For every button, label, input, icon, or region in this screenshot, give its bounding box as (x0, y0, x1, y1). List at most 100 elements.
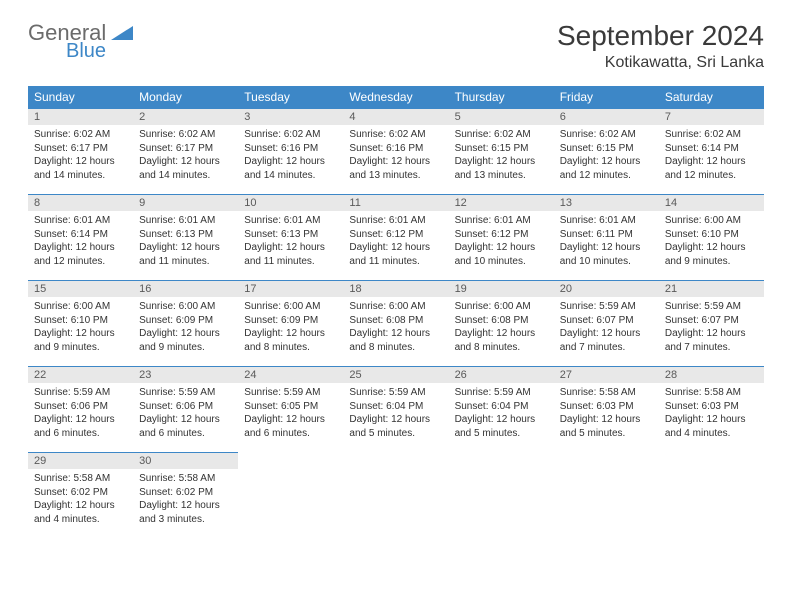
day-number: 2 (133, 109, 238, 125)
page-title: September 2024 (557, 20, 764, 52)
sunrise-line: Sunrise: 5:59 AM (665, 300, 758, 314)
day-number: 7 (659, 109, 764, 125)
day-number: 8 (28, 195, 133, 211)
day-content: Sunrise: 6:02 AMSunset: 6:15 PMDaylight:… (554, 125, 659, 188)
day-number: 15 (28, 281, 133, 297)
daylight-line: Daylight: 12 hours and 8 minutes. (455, 327, 548, 354)
location-subtitle: Kotikawatta, Sri Lanka (557, 54, 764, 72)
sunset-line: Sunset: 6:09 PM (244, 314, 337, 328)
sunset-line: Sunset: 6:04 PM (455, 400, 548, 414)
calendar-week-row: 15Sunrise: 6:00 AMSunset: 6:10 PMDayligh… (28, 281, 764, 367)
sunset-line: Sunset: 6:12 PM (455, 228, 548, 242)
calendar-cell-empty (554, 453, 659, 539)
day-content: Sunrise: 6:00 AMSunset: 6:08 PMDaylight:… (449, 297, 554, 360)
sunrise-line: Sunrise: 6:02 AM (34, 128, 127, 142)
sunrise-line: Sunrise: 6:00 AM (244, 300, 337, 314)
calendar-head: SundayMondayTuesdayWednesdayThursdayFrid… (28, 86, 764, 109)
daylight-line: Daylight: 12 hours and 8 minutes. (349, 327, 442, 354)
daylight-line: Daylight: 12 hours and 14 minutes. (34, 155, 127, 182)
day-content: Sunrise: 6:00 AMSunset: 6:09 PMDaylight:… (238, 297, 343, 360)
day-content: Sunrise: 5:59 AMSunset: 6:06 PMDaylight:… (28, 383, 133, 446)
sunrise-line: Sunrise: 6:00 AM (349, 300, 442, 314)
sunset-line: Sunset: 6:14 PM (665, 142, 758, 156)
calendar-cell: 17Sunrise: 6:00 AMSunset: 6:09 PMDayligh… (238, 281, 343, 367)
sunrise-line: Sunrise: 6:00 AM (139, 300, 232, 314)
sunset-line: Sunset: 6:08 PM (455, 314, 548, 328)
sunset-line: Sunset: 6:02 PM (139, 486, 232, 500)
sunset-line: Sunset: 6:16 PM (349, 142, 442, 156)
daylight-line: Daylight: 12 hours and 5 minutes. (349, 413, 442, 440)
day-number: 1 (28, 109, 133, 125)
sunset-line: Sunset: 6:03 PM (665, 400, 758, 414)
daylight-line: Daylight: 12 hours and 9 minutes. (665, 241, 758, 268)
calendar-cell: 20Sunrise: 5:59 AMSunset: 6:07 PMDayligh… (554, 281, 659, 367)
day-number: 21 (659, 281, 764, 297)
sunset-line: Sunset: 6:12 PM (349, 228, 442, 242)
daylight-line: Daylight: 12 hours and 7 minutes. (560, 327, 653, 354)
day-content: Sunrise: 5:59 AMSunset: 6:06 PMDaylight:… (133, 383, 238, 446)
day-content: Sunrise: 6:01 AMSunset: 6:13 PMDaylight:… (238, 211, 343, 274)
daylight-line: Daylight: 12 hours and 10 minutes. (560, 241, 653, 268)
day-number: 16 (133, 281, 238, 297)
sunrise-line: Sunrise: 5:59 AM (560, 300, 653, 314)
day-content: Sunrise: 6:00 AMSunset: 6:09 PMDaylight:… (133, 297, 238, 360)
day-content: Sunrise: 5:58 AMSunset: 6:02 PMDaylight:… (133, 469, 238, 532)
daylight-line: Daylight: 12 hours and 13 minutes. (455, 155, 548, 182)
sunrise-line: Sunrise: 6:02 AM (139, 128, 232, 142)
sunrise-line: Sunrise: 6:00 AM (455, 300, 548, 314)
sunrise-line: Sunrise: 6:01 AM (349, 214, 442, 228)
day-content: Sunrise: 6:02 AMSunset: 6:16 PMDaylight:… (238, 125, 343, 188)
day-number: 23 (133, 367, 238, 383)
day-content: Sunrise: 5:59 AMSunset: 6:04 PMDaylight:… (449, 383, 554, 446)
daylight-line: Daylight: 12 hours and 6 minutes. (139, 413, 232, 440)
calendar-cell: 1Sunrise: 6:02 AMSunset: 6:17 PMDaylight… (28, 109, 133, 195)
day-content: Sunrise: 6:00 AMSunset: 6:10 PMDaylight:… (28, 297, 133, 360)
day-content: Sunrise: 5:59 AMSunset: 6:07 PMDaylight:… (659, 297, 764, 360)
daylight-line: Daylight: 12 hours and 12 minutes. (560, 155, 653, 182)
daylight-line: Daylight: 12 hours and 6 minutes. (34, 413, 127, 440)
day-number: 22 (28, 367, 133, 383)
calendar-cell: 30Sunrise: 5:58 AMSunset: 6:02 PMDayligh… (133, 453, 238, 539)
sunset-line: Sunset: 6:13 PM (244, 228, 337, 242)
calendar-cell: 27Sunrise: 5:58 AMSunset: 6:03 PMDayligh… (554, 367, 659, 453)
daylight-line: Daylight: 12 hours and 3 minutes. (139, 499, 232, 526)
day-number: 28 (659, 367, 764, 383)
calendar-cell: 21Sunrise: 5:59 AMSunset: 6:07 PMDayligh… (659, 281, 764, 367)
day-content: Sunrise: 6:02 AMSunset: 6:17 PMDaylight:… (28, 125, 133, 188)
daylight-line: Daylight: 12 hours and 8 minutes. (244, 327, 337, 354)
day-content: Sunrise: 6:02 AMSunset: 6:14 PMDaylight:… (659, 125, 764, 188)
calendar-week-row: 22Sunrise: 5:59 AMSunset: 6:06 PMDayligh… (28, 367, 764, 453)
calendar-cell: 25Sunrise: 5:59 AMSunset: 6:04 PMDayligh… (343, 367, 448, 453)
sunrise-line: Sunrise: 6:02 AM (560, 128, 653, 142)
sunset-line: Sunset: 6:11 PM (560, 228, 653, 242)
sunset-line: Sunset: 6:07 PM (665, 314, 758, 328)
sunrise-line: Sunrise: 6:01 AM (34, 214, 127, 228)
sunrise-line: Sunrise: 6:01 AM (560, 214, 653, 228)
daylight-line: Daylight: 12 hours and 11 minutes. (349, 241, 442, 268)
weekday-header: Monday (133, 86, 238, 109)
calendar-cell: 15Sunrise: 6:00 AMSunset: 6:10 PMDayligh… (28, 281, 133, 367)
sunset-line: Sunset: 6:16 PM (244, 142, 337, 156)
sunset-line: Sunset: 6:09 PM (139, 314, 232, 328)
day-content: Sunrise: 6:01 AMSunset: 6:12 PMDaylight:… (343, 211, 448, 274)
daylight-line: Daylight: 12 hours and 11 minutes. (139, 241, 232, 268)
calendar-cell: 4Sunrise: 6:02 AMSunset: 6:16 PMDaylight… (343, 109, 448, 195)
day-number: 19 (449, 281, 554, 297)
day-content: Sunrise: 5:58 AMSunset: 6:03 PMDaylight:… (659, 383, 764, 446)
sunrise-line: Sunrise: 6:02 AM (349, 128, 442, 142)
calendar-cell: 2Sunrise: 6:02 AMSunset: 6:17 PMDaylight… (133, 109, 238, 195)
weekday-header: Tuesday (238, 86, 343, 109)
sunset-line: Sunset: 6:15 PM (455, 142, 548, 156)
day-content: Sunrise: 6:02 AMSunset: 6:15 PMDaylight:… (449, 125, 554, 188)
day-number: 10 (238, 195, 343, 211)
calendar-cell: 5Sunrise: 6:02 AMSunset: 6:15 PMDaylight… (449, 109, 554, 195)
calendar-cell: 11Sunrise: 6:01 AMSunset: 6:12 PMDayligh… (343, 195, 448, 281)
calendar-cell: 8Sunrise: 6:01 AMSunset: 6:14 PMDaylight… (28, 195, 133, 281)
calendar-cell: 10Sunrise: 6:01 AMSunset: 6:13 PMDayligh… (238, 195, 343, 281)
sunset-line: Sunset: 6:13 PM (139, 228, 232, 242)
calendar-cell: 14Sunrise: 6:00 AMSunset: 6:10 PMDayligh… (659, 195, 764, 281)
calendar-cell: 6Sunrise: 6:02 AMSunset: 6:15 PMDaylight… (554, 109, 659, 195)
calendar-cell-empty (659, 453, 764, 539)
day-number: 27 (554, 367, 659, 383)
day-number: 6 (554, 109, 659, 125)
